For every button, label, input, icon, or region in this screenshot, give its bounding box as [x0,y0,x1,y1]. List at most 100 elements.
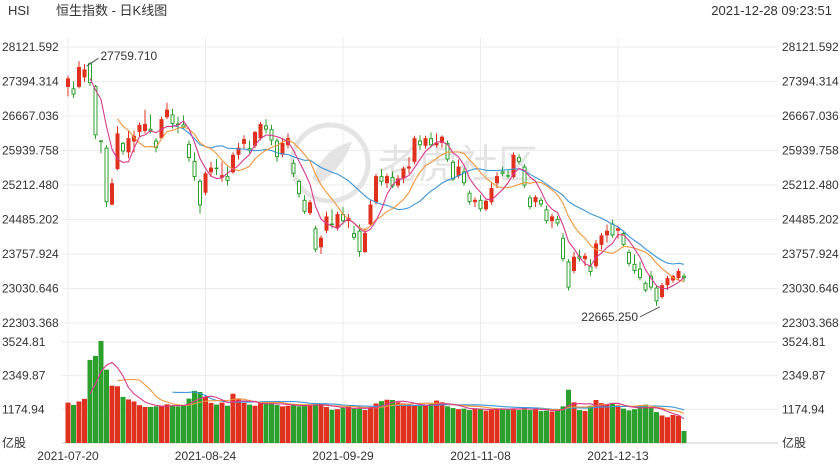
candle-body-up [82,69,87,78]
price-tick-label-right: 27394.314 [782,75,839,89]
price-tick-label-left: 24485.202 [2,213,59,227]
candle-body-down [451,161,455,180]
price-tick-label-right: 23757.924 [782,247,839,261]
volume-tick-label-right: 1174.94 [782,402,825,416]
volume-bar-up [406,404,412,443]
volume-bar-down [522,407,527,443]
candle-body-up [407,166,411,169]
volume-bar-up [384,399,390,443]
date-tick-label: 2021-07-20 [37,449,99,463]
candle-body-down [445,142,450,160]
volume-bar-down [175,406,181,443]
candle-body-up [220,175,224,178]
high-annotation: 27759.710 [101,49,158,63]
volume-bar-down [225,405,230,443]
volume-axis-left: 3524.81 2349.87 1174.94 亿股 [2,335,46,450]
volume-bar-down [637,405,643,443]
volume-bar-down [93,355,98,443]
volume-tick-label-right: 2349.87 [782,369,826,383]
volume-bar-down [98,340,104,443]
volume-bar-down [566,389,571,443]
price-tick-label-right: 26667.036 [782,109,839,123]
candle-body-down [198,180,202,206]
price-tick-label-left: 25939.758 [2,144,59,158]
volume-moving-averages [89,361,685,420]
candle-body-up [396,178,400,186]
candle-body-down [71,88,76,95]
date-tick-label: 2021-11-08 [450,449,511,463]
volume-ma5-line [89,361,685,420]
volume-bar-down [329,409,335,443]
volume-bar-down [274,404,280,443]
candle-body-down [638,268,642,279]
volume-bar-down [379,401,384,443]
price-axis-left: 28121.592 27394.314 26667.036 25939.758 2521… [2,40,59,330]
candle-body-down [528,197,532,207]
chart-header: HSI 恒生指数 - 日K线图 2021-12-28 09:23:51 [8,3,832,18]
candle-body-down [467,192,472,203]
candle-body-down [330,223,334,226]
candle-body-down [632,263,637,271]
volume-bar-down [192,390,197,443]
annotations: 27759.710 22665.250 [86,49,661,324]
price-tick-label-right: 23030.646 [782,282,839,296]
volume-bar-down [87,359,93,443]
candle-body-up [484,200,488,210]
volume-tick-label-left: 3524.81 [2,335,46,349]
candle-body-up [280,142,285,155]
low-leader-line [639,306,661,318]
price-tick-label-left: 23030.646 [2,282,59,296]
candle-body-up [319,237,323,248]
volume-bar-down [247,404,252,443]
candle-body-up [66,78,70,87]
volume-bar-down [214,404,219,443]
volume-bar-up [549,411,555,443]
candle-body-down [192,160,197,178]
volume-bar-down [148,406,153,443]
candle-body-up [489,187,494,203]
volume-bar-down [428,404,434,443]
candle-body-down [352,233,356,238]
candle-body-down [93,85,98,136]
candle-body-down [561,237,565,260]
ma10-line [117,118,685,283]
volume-bar-down [153,406,159,443]
volume-bar-down [302,404,307,443]
candle-body-up [660,285,664,298]
volume-bar-down [681,430,687,443]
volume-bar-up [126,399,131,443]
candle-body-down [214,167,219,170]
volume-bar-up [599,403,604,443]
candle-body-up [231,154,235,173]
candle-body-down [302,199,307,212]
candle-body-down [555,218,560,224]
volume-bar-up [203,396,208,443]
candle-body-up [132,135,136,142]
volume-bar-up [307,405,313,443]
candle-body-down [291,162,296,174]
volume-bar-up [115,386,120,443]
price-moving-averages [89,78,685,290]
price-tick-label-left: 23757.924 [2,247,59,261]
volume-bar-down [197,391,203,443]
volume-tick-label-left: 2349.87 [2,369,46,383]
volume-tick-label-left: 1174.94 [2,402,45,416]
candle-body-down [121,142,125,152]
volume-bar-up [82,398,87,443]
volume-bar-down [560,406,566,443]
volume-bar-down [71,404,76,443]
ma5-line [89,78,685,290]
candle-body-up [412,138,417,162]
volume-bar-up [230,393,236,443]
volume-bar-down [478,408,483,443]
volume-bar-up [401,403,406,443]
candle-body-down [610,223,615,236]
candle-body-down [682,275,686,279]
volume-bar-down [516,410,522,443]
volume-bar-down [610,402,615,443]
volume-bar-up [676,415,681,443]
volume-bar-up [131,401,137,443]
volume-bar-up [109,385,115,443]
volume-bar-down [186,398,192,443]
candle-body-down [627,252,631,264]
